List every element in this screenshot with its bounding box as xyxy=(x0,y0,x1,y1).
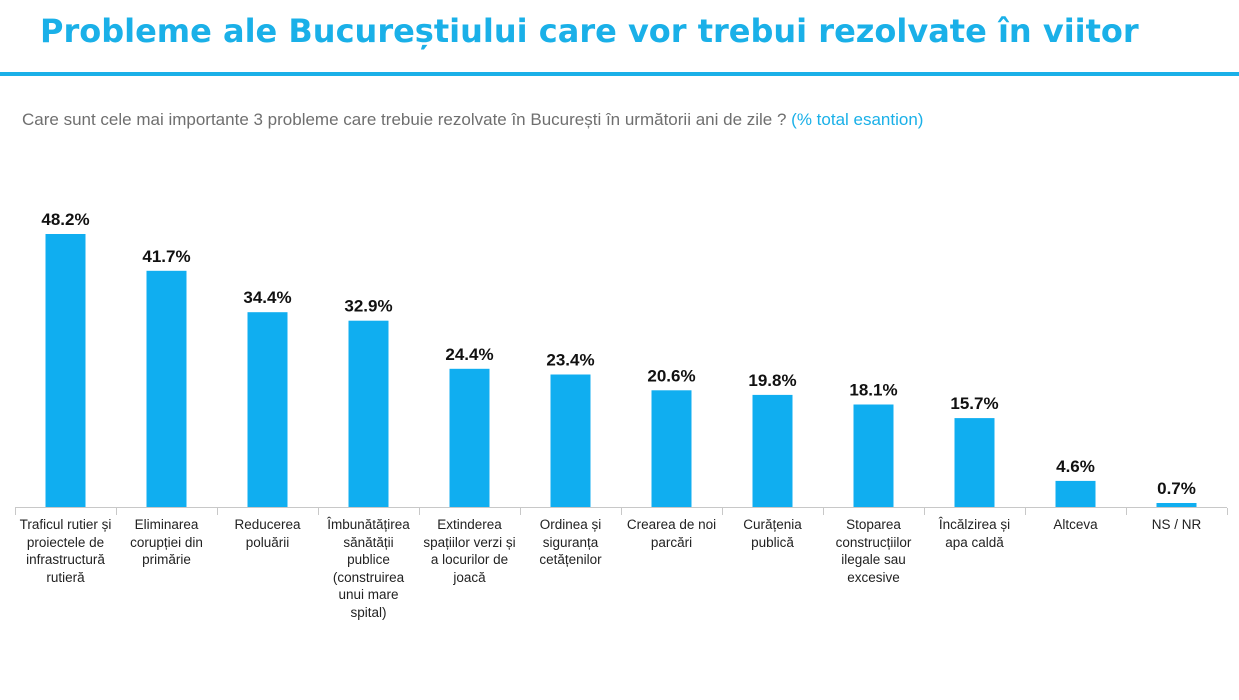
bar-10 xyxy=(954,418,995,507)
x-axis-tick xyxy=(318,508,319,515)
value-label-5: 24.4% xyxy=(445,345,493,364)
bar-7 xyxy=(651,390,692,507)
category-label-7: Crearea de noi parcări xyxy=(626,517,717,550)
bar-2 xyxy=(146,270,187,507)
value-label-7: 20.6% xyxy=(647,366,695,385)
value-label-12: 0.7% xyxy=(1157,479,1196,498)
x-axis-tick xyxy=(1227,508,1228,515)
title-underline xyxy=(0,72,1239,76)
value-label-9: 18.1% xyxy=(849,381,897,400)
bar-5 xyxy=(449,368,490,507)
category-label-2: Eliminarea corupției din primărie xyxy=(130,517,203,567)
category-label-8: Curățenia publică xyxy=(743,517,802,550)
x-axis-tick xyxy=(116,508,117,515)
value-label-3: 34.4% xyxy=(243,288,291,307)
value-label-1: 48.2% xyxy=(41,210,89,229)
category-label-3: Reducerea poluării xyxy=(234,517,301,550)
category-label-9: Stoparea construcțiilor ilegale sau exce… xyxy=(835,517,912,585)
value-label-8: 19.8% xyxy=(748,371,796,390)
category-label-12: NS / NR xyxy=(1151,517,1202,532)
x-axis-tick xyxy=(1126,508,1127,515)
x-axis-tick xyxy=(15,508,16,515)
x-axis-tick xyxy=(722,508,723,515)
bar-9 xyxy=(853,404,894,507)
value-label-6: 23.4% xyxy=(546,351,594,370)
x-axis-tick xyxy=(419,508,420,515)
category-label-10: Încălzirea și apa caldă xyxy=(938,517,1011,550)
bar-8 xyxy=(752,394,793,507)
category-label-11: Altceva xyxy=(1053,517,1098,532)
category-label-6: Ordinea și siguranța cetățenilor xyxy=(539,517,602,567)
x-axis-tick xyxy=(217,508,218,515)
bar-1 xyxy=(45,234,86,507)
category-label-4: Îmbunătățirea sănătății publice (constru… xyxy=(327,517,410,620)
bar-11 xyxy=(1055,480,1096,507)
x-axis-tick xyxy=(621,508,622,515)
x-axis-tick xyxy=(823,508,824,515)
bar-3 xyxy=(247,312,288,507)
survey-question: Care sunt cele mai importante 3 probleme… xyxy=(22,110,923,130)
page-title: Probleme ale Bucureștiului care vor treb… xyxy=(40,12,1139,50)
value-label-10: 15.7% xyxy=(950,394,998,413)
x-axis-tick xyxy=(520,508,521,515)
bar-12 xyxy=(1156,503,1197,507)
value-label-4: 32.9% xyxy=(344,297,392,316)
x-axis-line xyxy=(15,507,1227,508)
value-label-2: 41.7% xyxy=(142,247,190,266)
category-label-1: Traficul rutier și proiectele de infrast… xyxy=(19,517,112,585)
value-label-11: 4.6% xyxy=(1056,457,1095,476)
bar-4 xyxy=(348,320,389,507)
bar-6 xyxy=(550,374,591,507)
category-label-5: Extinderea spațiilor verzi și a locurilo… xyxy=(423,517,516,585)
x-axis-tick xyxy=(924,508,925,515)
x-axis-tick xyxy=(1025,508,1026,515)
unit-note: (% total esantion) xyxy=(791,110,924,129)
question-text: Care sunt cele mai importante 3 probleme… xyxy=(22,110,787,129)
